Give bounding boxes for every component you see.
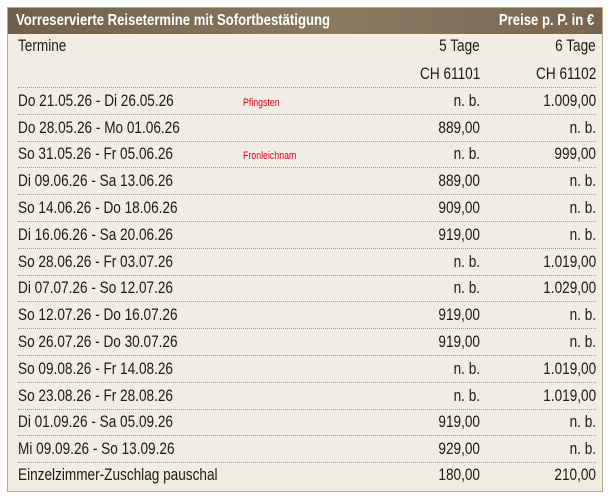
column-code-row: CH 61101 CH 61102 bbox=[18, 59, 596, 88]
col1-code: CH 61101 bbox=[419, 64, 480, 83]
price-5-tage: 919,00 bbox=[438, 305, 480, 325]
price-6-tage: n. b. bbox=[569, 197, 596, 217]
price-6-tage: n. b. bbox=[569, 331, 596, 351]
table-row: So 14.06.26 - Do 18.06.26 909,00 n. b. bbox=[18, 194, 596, 222]
price-6-tage: n. b. bbox=[569, 117, 596, 137]
travel-dates: So 23.08.26 - Fr 28.08.26 bbox=[18, 385, 173, 405]
table-row: Di 16.06.26 - Sa 20.06.26 919,00 n. b. bbox=[18, 221, 596, 249]
travel-dates: Di 09.06.26 - Sa 13.06.26 bbox=[18, 171, 173, 191]
price-6-tage: n. b. bbox=[569, 305, 596, 325]
table-row: Do 28.05.26 - Mo 01.06.26 889,00 n. b. bbox=[18, 114, 596, 142]
price-table-panel: Vorreservierte Reisetermine mit Sofortbe… bbox=[7, 7, 603, 492]
table-row: So 31.05.26 - Fr 05.06.26 Fronleichnam n. … bbox=[18, 141, 596, 169]
travel-dates: So 12.07.26 - Do 16.07.26 bbox=[18, 305, 178, 325]
price-6-tage: n. b. bbox=[569, 439, 596, 459]
table-row: So 09.08.26 - Fr 14.08.26 n. b. 1.019,00 bbox=[18, 355, 596, 383]
price-5-tage: 889,00 bbox=[438, 171, 480, 191]
table-row: So 23.08.26 - Fr 28.08.26 n. b. 1.019,00 bbox=[18, 382, 596, 410]
travel-dates: Do 28.05.26 - Mo 01.06.26 bbox=[18, 117, 180, 137]
travel-dates: So 14.06.26 - Do 18.06.26 bbox=[18, 197, 178, 217]
price-6-tage: 1.019,00 bbox=[543, 251, 596, 271]
price-6-tage: 1.009,00 bbox=[543, 90, 596, 110]
travel-dates: Di 16.06.26 - Sa 20.06.26 bbox=[18, 224, 173, 244]
price-5-tage: 919,00 bbox=[438, 224, 480, 244]
price-5-tage: 929,00 bbox=[438, 439, 480, 459]
price-5-tage: 919,00 bbox=[438, 331, 480, 351]
table-row: So 12.07.26 - Do 16.07.26 919,00 n. b. bbox=[18, 301, 596, 330]
col2-code: CH 61102 bbox=[535, 64, 596, 83]
price-5-tage: n. b. bbox=[453, 90, 480, 110]
price-5-tage: n. b. bbox=[453, 385, 480, 405]
price-note: Preise p. P. in € bbox=[498, 12, 594, 29]
travel-dates: Di 01.09.26 - Sa 05.09.26 bbox=[18, 412, 173, 432]
travel-dates: Di 07.07.26 - So 12.07.26 bbox=[18, 278, 173, 298]
table-row: Mi 09.09.26 - So 13.09.26 929,00 n. b. bbox=[18, 435, 596, 464]
price-6-tage: 1.019,00 bbox=[543, 385, 596, 405]
table-header-bar: Vorreservierte Reisetermine mit Sofortbe… bbox=[8, 8, 602, 34]
table-row: So 26.07.26 - Do 30.07.26 919,00 n. b. bbox=[18, 328, 596, 356]
table-row: Do 21.05.26 - Di 26.05.26 Pfingsten n. b. 1… bbox=[18, 87, 596, 115]
price-6-tage: n. b. bbox=[569, 412, 596, 432]
table-row: So 28.06.26 - Fr 03.07.26 n. b. 1.019,00 bbox=[18, 248, 596, 276]
column-header-row: Termine 5 Tage 6 Tage bbox=[18, 35, 596, 59]
price-6-tage: n. b. bbox=[569, 171, 596, 191]
table-title: Vorreservierte Reisetermine mit Sofortbe… bbox=[16, 12, 330, 29]
surcharge-label: Einzelzimmer-Zuschlag pauschal bbox=[18, 465, 218, 485]
travel-dates: So 31.05.26 - Fr 05.06.26 bbox=[18, 144, 173, 164]
col2-label: 6 Tage bbox=[555, 36, 596, 55]
col1-label: 5 Tage bbox=[439, 36, 480, 55]
single-room-surcharge-row: Einzelzimmer-Zuschlag pauschal 180,00 21… bbox=[18, 462, 596, 488]
price-5-tage: n. b. bbox=[453, 251, 480, 271]
holiday-note: Fronleichnam bbox=[243, 150, 297, 163]
holiday-note: Pfingsten bbox=[243, 96, 280, 109]
price-5-tage: n. b. bbox=[453, 278, 480, 298]
surcharge-6-tage: 210,00 bbox=[554, 465, 596, 485]
price-5-tage: 889,00 bbox=[438, 117, 480, 137]
price-6-tage: 999,00 bbox=[554, 144, 596, 164]
price-5-tage: n. b. bbox=[453, 144, 480, 164]
price-6-tage: n. b. bbox=[569, 224, 596, 244]
travel-dates: So 26.07.26 - Do 30.07.26 bbox=[18, 331, 178, 351]
travel-dates: So 09.08.26 - Fr 14.08.26 bbox=[18, 358, 173, 378]
table-row: Di 07.07.26 - So 12.07.26 n. b. 1.029,00 bbox=[18, 275, 596, 303]
travel-dates: Mi 09.09.26 - So 13.09.26 bbox=[18, 439, 175, 459]
travel-dates: So 28.06.26 - Fr 03.07.26 bbox=[18, 251, 173, 271]
price-5-tage: n. b. bbox=[453, 358, 480, 378]
travel-dates: Do 21.05.26 - Di 26.05.26 bbox=[18, 90, 174, 110]
termine-header: Termine bbox=[18, 36, 67, 55]
price-6-tage: 1.019,00 bbox=[543, 358, 596, 378]
price-5-tage: 909,00 bbox=[438, 197, 480, 217]
price-6-tage: 1.029,00 bbox=[543, 278, 596, 298]
table-row: Di 01.09.26 - Sa 05.09.26 919,00 n. b. bbox=[18, 409, 596, 437]
price-5-tage: 919,00 bbox=[438, 412, 480, 432]
surcharge-5-tage: 180,00 bbox=[438, 465, 480, 485]
table-row: Di 09.06.26 - Sa 13.06.26 889,00 n. b. bbox=[18, 167, 596, 196]
